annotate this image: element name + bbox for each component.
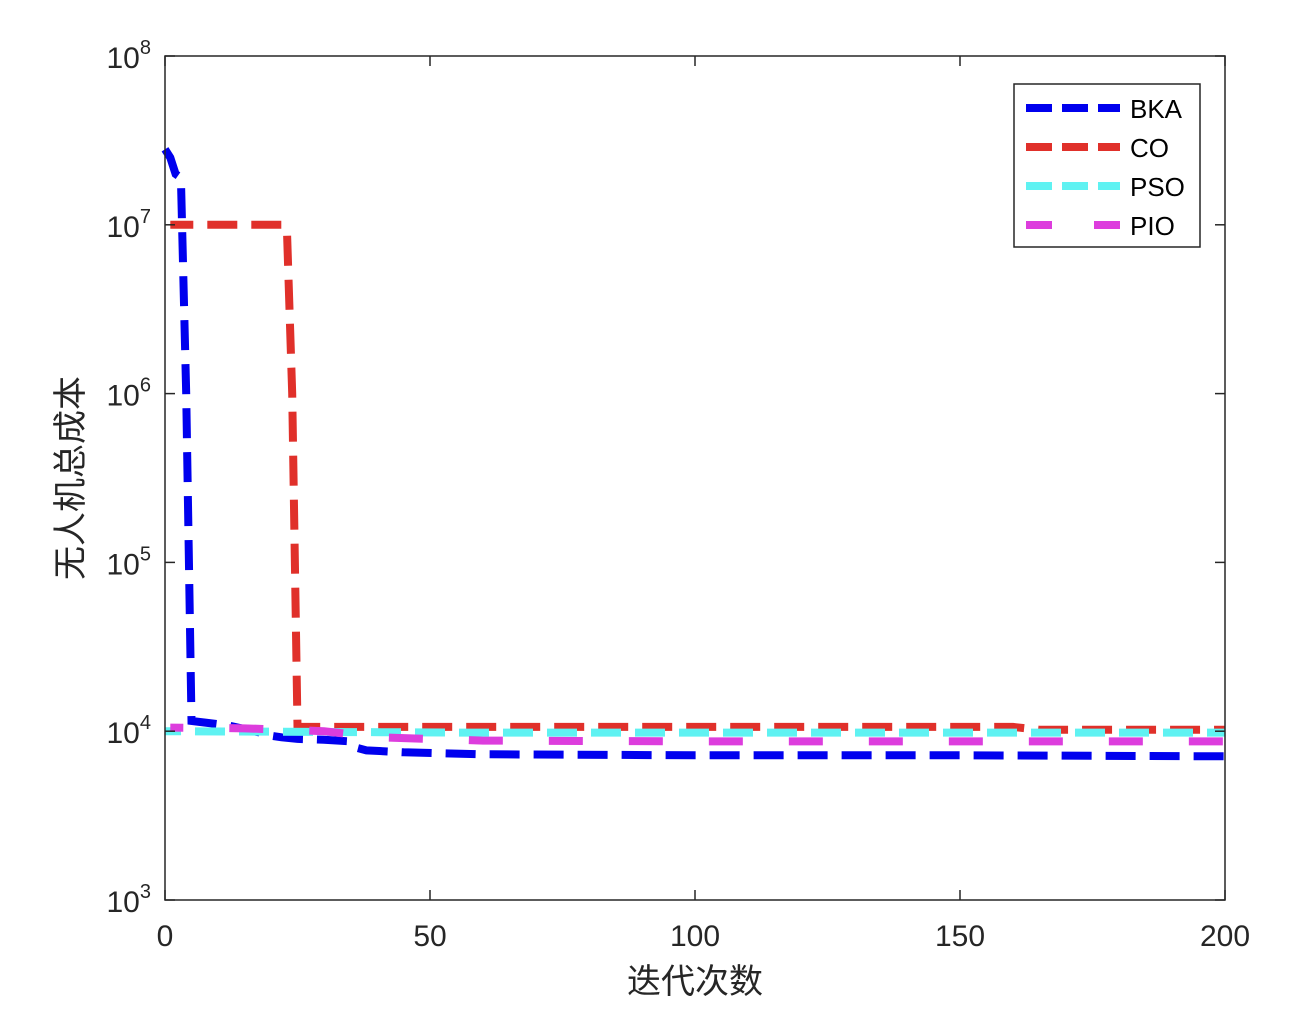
x-tick-label: 200 <box>1200 920 1250 953</box>
x-tick-label: 100 <box>670 920 720 953</box>
series-line-bka <box>161 147 1226 761</box>
series-line-co <box>170 220 1225 734</box>
y-tick-label: 103 <box>107 881 152 919</box>
legend-label-pio: PIO <box>1130 211 1175 241</box>
x-axis-label: 迭代次数 <box>627 962 763 1002</box>
y-tick-label: 104 <box>107 712 152 750</box>
legend-label-co: CO <box>1130 133 1169 163</box>
y-tick-label: 107 <box>107 206 152 244</box>
series-line-pso <box>164 727 1225 737</box>
y-tick-label: 108 <box>107 37 152 75</box>
x-tick-label: 150 <box>935 920 985 953</box>
legend-label-bka: BKA <box>1130 94 1183 124</box>
legend-label-pso: PSO <box>1130 172 1185 202</box>
series-line-pio <box>170 723 1225 746</box>
legend: BKA CO PSO PIO <box>1013 83 1201 248</box>
axes-layer: 0 50 100 150 200 103 104 105 106 107 108 迭代次数 无人机总成本 <box>51 37 1250 1002</box>
y-axis-label: 无人机总成本 <box>51 376 91 580</box>
y-tick-label: 105 <box>107 543 152 581</box>
x-tick-label: 50 <box>413 920 446 953</box>
y-tick-label: 106 <box>107 375 152 413</box>
x-tick-label: 0 <box>157 920 174 953</box>
series-layer <box>161 147 1226 761</box>
